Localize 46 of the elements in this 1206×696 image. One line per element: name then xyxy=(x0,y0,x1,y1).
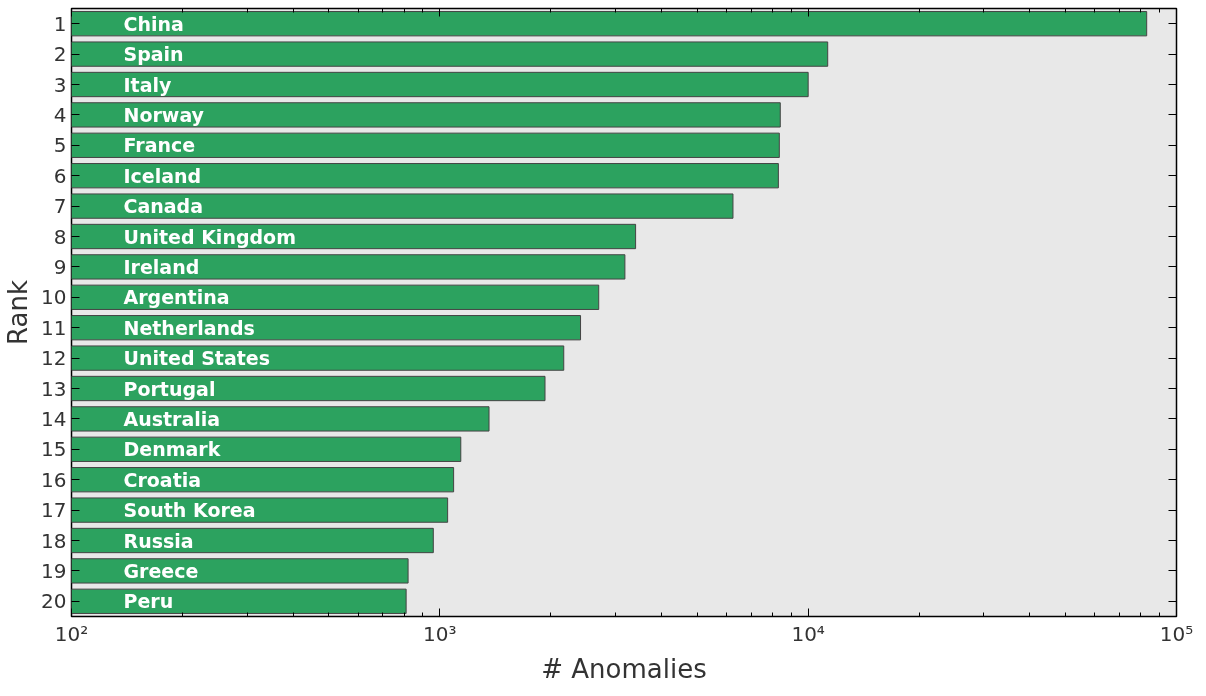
y-axis-title: Rank xyxy=(3,280,34,345)
annotation: Greece xyxy=(123,559,199,582)
annotation: Russia xyxy=(123,529,194,552)
annotation: Spain xyxy=(123,43,184,66)
y-tick-label: 20 xyxy=(41,589,67,614)
y-tick-label: 13 xyxy=(41,376,67,401)
x-tick-label: 10³ xyxy=(423,621,457,646)
annotation: Australia xyxy=(123,407,221,430)
annotation: Portugal xyxy=(123,377,216,400)
y-tick-label: 9 xyxy=(53,254,67,279)
annotation: Canada xyxy=(123,195,204,218)
y-tick-label: 3 xyxy=(53,72,67,97)
annotation: Denmark xyxy=(123,438,221,461)
annotation: Croatia xyxy=(123,468,202,491)
annotation: South Korea xyxy=(123,499,256,522)
annotation: France xyxy=(123,134,196,157)
y-tick-label: 12 xyxy=(41,346,67,371)
x-axis-title: # Anomalies xyxy=(541,653,707,684)
y-tick-label: 16 xyxy=(41,467,67,492)
annotation: China xyxy=(123,12,184,35)
annotation: Netherlands xyxy=(123,316,255,339)
y-tick-label: 17 xyxy=(41,498,67,523)
y-tick-label: 14 xyxy=(41,406,67,431)
x-tick-label: 10² xyxy=(54,621,89,646)
y-tick-label: 2 xyxy=(53,42,67,67)
y-tick-label: 10 xyxy=(41,285,67,310)
annotation: Italy xyxy=(123,73,172,96)
y-tick-label: 15 xyxy=(41,437,67,462)
x-tick-label: 10⁴ xyxy=(791,621,825,646)
annotation: Argentina xyxy=(123,286,230,309)
annotation: Iceland xyxy=(123,164,202,187)
y-tick-label: 1 xyxy=(53,11,67,36)
annotation: Ireland xyxy=(123,255,200,278)
y-tick-label: 4 xyxy=(53,102,67,127)
annotation: United Kingdom xyxy=(123,225,296,248)
y-tick-label: 8 xyxy=(53,224,67,249)
x-tick-label: 10⁵ xyxy=(1159,621,1194,646)
y-tick-label: 11 xyxy=(41,315,67,340)
y-tick-label: 5 xyxy=(53,133,67,158)
annotation: Norway xyxy=(123,103,205,126)
y-tick-label: 6 xyxy=(53,163,67,188)
y-tick-label: 7 xyxy=(53,194,67,219)
y-tick-label: 19 xyxy=(41,558,67,583)
annotation: Peru xyxy=(123,590,174,613)
annotation: United States xyxy=(123,347,271,370)
y-tick-label: 18 xyxy=(41,528,67,553)
